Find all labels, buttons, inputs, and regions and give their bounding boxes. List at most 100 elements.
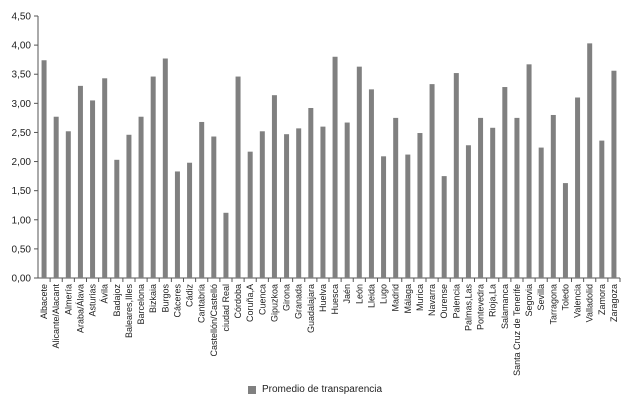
x-tick-label: Toledo	[560, 284, 570, 311]
y-tick-label: 1,50	[12, 186, 32, 197]
bar	[308, 107, 314, 278]
bar	[126, 134, 132, 278]
bar	[514, 117, 520, 278]
x-tick-label: Girona	[282, 284, 292, 311]
x-tick-label: Albacete	[39, 284, 49, 319]
bar	[611, 70, 617, 279]
bar	[490, 127, 496, 278]
bar	[284, 134, 290, 278]
x-tick-label: Granada	[294, 284, 304, 319]
bar	[211, 136, 217, 278]
x-tick-label: Zaragoza	[609, 284, 619, 322]
bar	[235, 76, 241, 278]
x-tick-label: León	[354, 284, 364, 304]
bar	[453, 73, 459, 279]
x-tick-label: Jaén	[342, 284, 352, 304]
bar	[247, 151, 253, 278]
bar	[259, 131, 265, 278]
bar	[344, 122, 350, 279]
x-tick-label: Palencia	[451, 284, 461, 319]
x-tick-label: Barcelona	[136, 284, 146, 325]
bar	[526, 64, 532, 278]
x-tick-label: Salamanca	[500, 284, 510, 329]
x-tick-label: Cáceres	[172, 284, 182, 318]
x-tick-label: Zamora	[597, 284, 607, 315]
x-axis-labels: Albacete Alicante/Alacant Almería Araba/Ála…	[39, 278, 621, 376]
legend-swatch	[248, 385, 256, 394]
legend: Promedio de transparencia	[248, 384, 382, 395]
bar	[502, 87, 508, 278]
x-tick-label: Cádiz	[185, 284, 195, 308]
y-tick-label: 1,00	[12, 215, 32, 226]
x-tick-label: Bizkaia	[148, 284, 158, 313]
bar	[77, 85, 83, 278]
x-tick-label: Ávila	[100, 284, 110, 304]
y-tick-label: 0,00	[12, 274, 32, 285]
x-tick-label: Murica	[415, 284, 425, 311]
bar	[356, 66, 362, 278]
legend-label: Promedio de transparencia	[262, 384, 383, 395]
bar	[41, 60, 47, 279]
bar	[381, 156, 387, 278]
bar	[550, 114, 556, 278]
bar	[114, 159, 120, 278]
bar	[332, 56, 338, 278]
y-tick-label: 3,50	[12, 70, 32, 81]
x-tick-label: Castellón/Castelló	[209, 284, 219, 357]
bar	[478, 117, 484, 278]
x-tick-label: Huesca	[330, 284, 340, 315]
bar	[271, 95, 277, 278]
x-tick-label: Cantabria	[197, 284, 207, 323]
bar	[562, 183, 568, 278]
y-tick-label: 2,50	[12, 128, 32, 139]
x-tick-label: Baleares,Illes	[124, 284, 134, 339]
bar	[162, 58, 168, 278]
x-tick-label: Coruña,A	[245, 284, 255, 322]
bars	[41, 43, 617, 279]
x-tick-label: Burgos	[160, 284, 170, 313]
bar	[575, 97, 581, 278]
y-tick-label: 3,00	[12, 99, 32, 110]
bar	[65, 131, 71, 278]
x-tick-label: ciudad Real	[221, 284, 231, 332]
x-tick-label: Segovia	[524, 284, 534, 317]
bar	[102, 78, 108, 278]
x-tick-label: Ourense	[439, 284, 449, 319]
x-tick-label: Gipuzkoa	[269, 284, 279, 322]
x-tick-label: Cuenca	[257, 284, 267, 315]
bar	[320, 126, 326, 278]
bar	[187, 162, 193, 278]
y-tick-label: 0,50	[12, 244, 32, 255]
bar	[429, 84, 435, 279]
x-tick-label: Almería	[63, 284, 73, 315]
x-tick-label: Málaga	[403, 284, 413, 314]
x-tick-label: Asturias	[88, 284, 98, 317]
bar	[441, 176, 447, 278]
bar	[587, 43, 593, 279]
bar	[368, 89, 374, 278]
x-tick-label: Córdoba	[233, 284, 243, 319]
bar	[138, 116, 144, 278]
x-tick-label: Rioja,La	[488, 284, 498, 317]
x-tick-label: Huelva	[318, 284, 328, 312]
bar	[53, 116, 59, 278]
x-tick-label: Lleida	[366, 284, 376, 308]
bar	[405, 154, 411, 278]
bar	[296, 128, 302, 278]
y-tick-label: 2,00	[12, 157, 32, 168]
bar	[538, 147, 544, 278]
x-tick-label: Sevilla	[536, 284, 546, 311]
bar	[199, 121, 205, 278]
bar	[174, 171, 180, 278]
x-tick-label: Valladolid	[585, 284, 595, 322]
x-tick-label: Palmas,Las	[463, 284, 473, 332]
x-tick-label: Alicante/Alacant	[51, 284, 61, 349]
y-tick-label: 4,50	[12, 12, 32, 23]
x-tick-label: Santa Cruz de Tenerife	[512, 284, 522, 376]
x-tick-label: Lugo	[379, 284, 389, 304]
bar	[599, 140, 605, 278]
x-tick-label: Valencia	[573, 284, 583, 318]
x-tick-label: Pontevedra	[476, 284, 486, 330]
y-tick-label: 4,00	[12, 41, 32, 52]
